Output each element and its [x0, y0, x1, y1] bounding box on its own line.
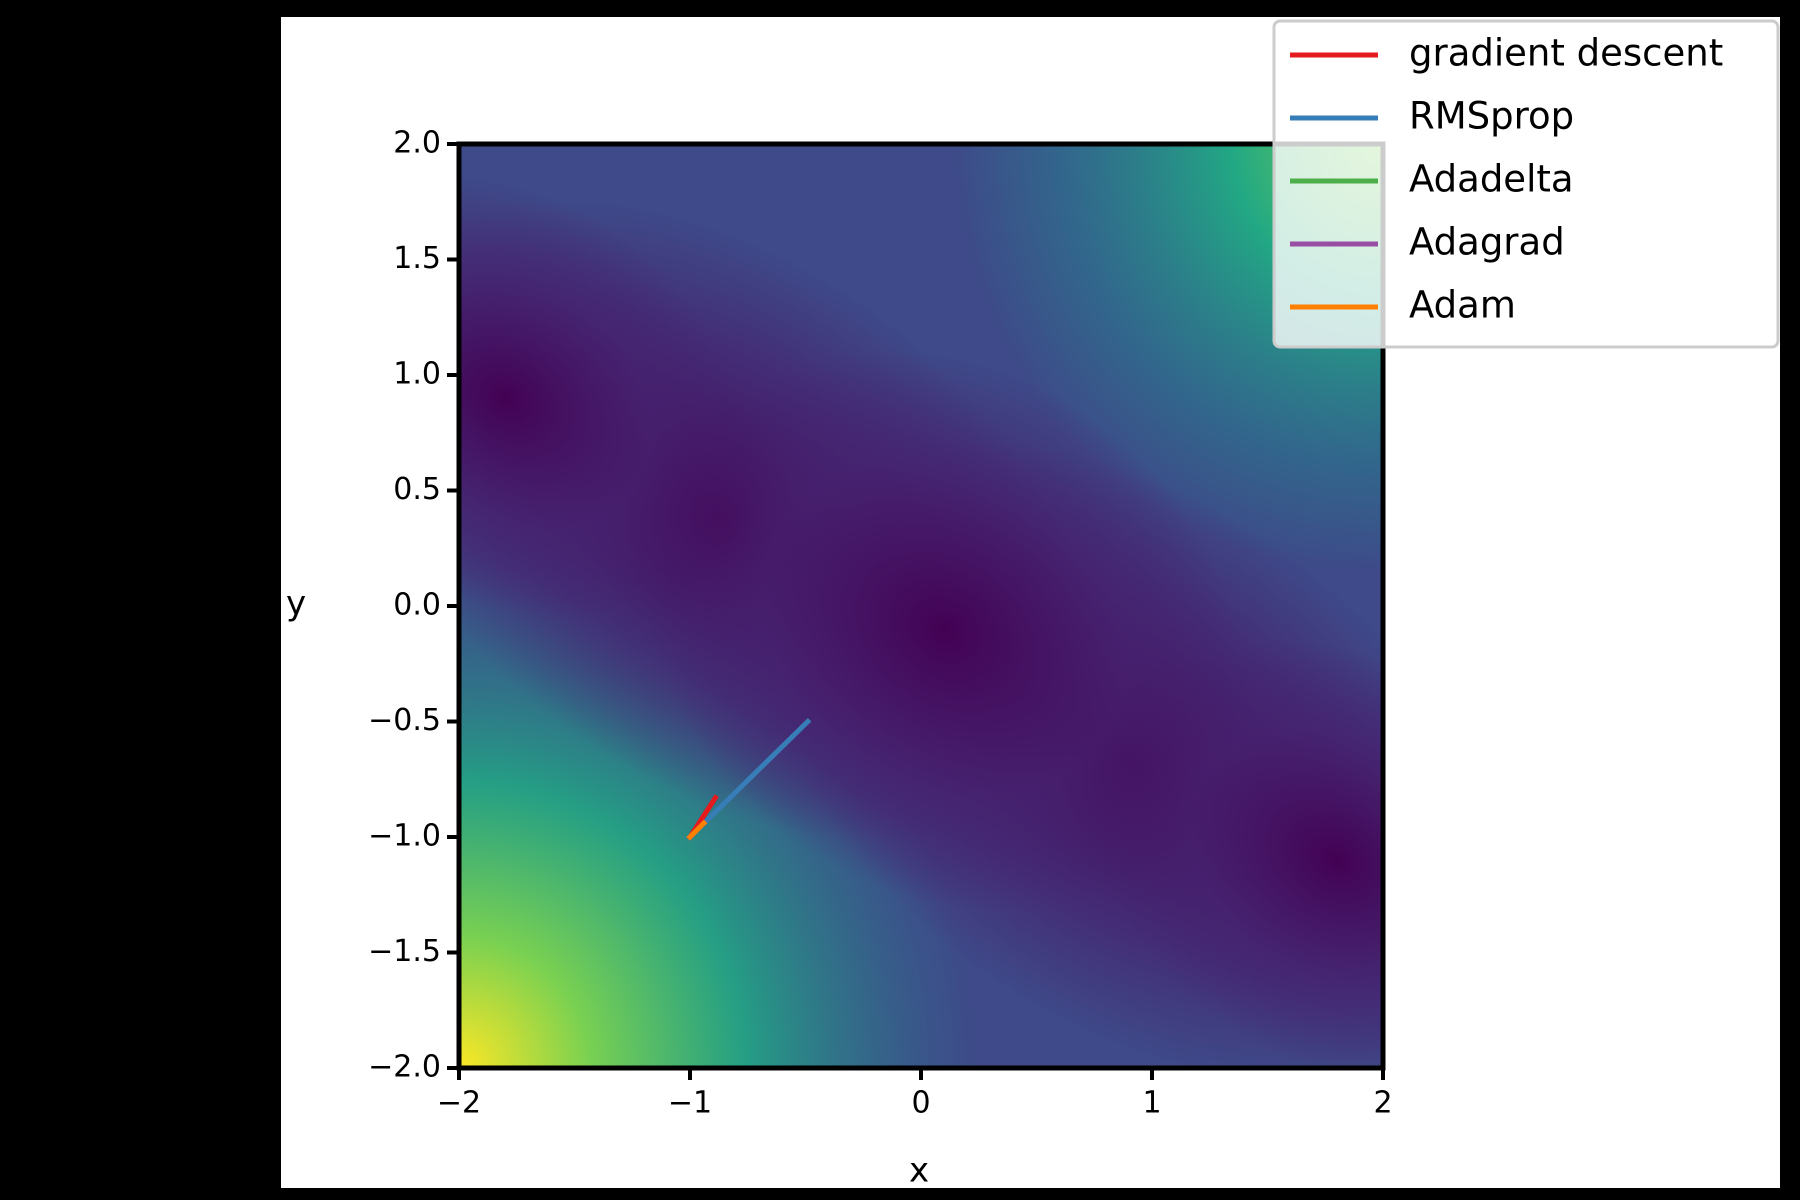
series-line: [686, 717, 812, 841]
x-tick-label: 0: [911, 1086, 930, 1121]
y-tick-label: 0.0: [393, 588, 441, 623]
y-tick-label: 1.0: [393, 357, 441, 392]
heatmap-low-region: [642, 348, 1246, 912]
heatmap-low-region: [1095, 638, 1383, 1068]
heatmap-low-region: [459, 176, 747, 620]
x-tick-label: −2: [437, 1086, 481, 1121]
y-tick-label: −2.0: [368, 1050, 441, 1085]
legend-label: Adam: [1409, 284, 1516, 327]
y-tick-label: 2.0: [393, 126, 441, 161]
y-tick-label: −0.5: [368, 703, 441, 738]
series-line: [686, 819, 708, 841]
y-tick-label: 1.5: [393, 241, 441, 276]
legend-label: RMSprop: [1409, 95, 1574, 138]
y-tick-label: 0.5: [393, 472, 441, 507]
y-tick-label: −1.0: [368, 819, 441, 854]
y-axis-label: y: [286, 584, 306, 624]
legend-label: Adagrad: [1409, 221, 1565, 264]
plot-area: [686, 717, 812, 841]
heatmap: [459, 144, 1383, 1068]
x-tick-label: 2: [1373, 1086, 1392, 1121]
legend-box: [1272, 19, 1780, 349]
x-tick-label: −1: [668, 1086, 712, 1121]
x-axis-label: x: [909, 1151, 929, 1191]
x-tick-label: 1: [1142, 1086, 1161, 1121]
legend-label: Adadelta: [1409, 158, 1574, 201]
y-tick-label: −1.5: [368, 934, 441, 969]
legend-label: gradient descent: [1409, 32, 1723, 75]
legend: gradient descent RMSprop Adadelta Adagrad Ad…: [1272, 19, 1780, 349]
